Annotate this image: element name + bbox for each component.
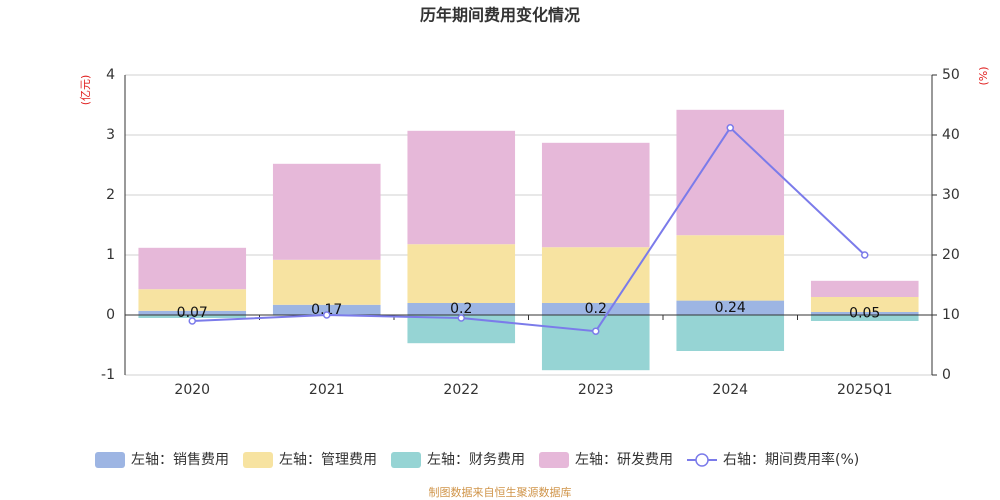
y-tick-label: 1 xyxy=(106,247,115,263)
y2-tick-label: 10 xyxy=(942,307,960,323)
bar xyxy=(272,259,381,305)
x-tick-label: 2022 xyxy=(443,382,479,398)
bar xyxy=(541,315,650,371)
source-note: 制图数据来自恒生聚源数据库 xyxy=(429,485,572,499)
bar xyxy=(810,312,919,315)
bar xyxy=(676,300,785,315)
bar xyxy=(272,304,381,315)
y-tick-label: 2 xyxy=(106,187,115,203)
bar xyxy=(676,235,785,301)
bar xyxy=(138,289,247,311)
legend-label: 左轴：销售费用 xyxy=(131,452,229,468)
y-tick-label: -1 xyxy=(101,367,115,383)
bar xyxy=(541,142,650,248)
x-tick-label: 2025Q1 xyxy=(837,382,893,398)
legend-swatch xyxy=(539,452,569,468)
line xyxy=(192,126,866,333)
y2-tick-label: 0 xyxy=(942,367,951,383)
data-label: 0.2 xyxy=(450,301,472,317)
bar xyxy=(138,310,247,315)
line-point xyxy=(457,314,465,322)
x-tick-label: 2021 xyxy=(309,382,345,398)
bar xyxy=(541,247,650,303)
data-label: 0.17 xyxy=(311,302,342,318)
legend-label: 左轴：财务费用 xyxy=(427,452,525,468)
legend-label: 右轴：期间费用率(%) xyxy=(723,451,859,468)
y-axis-label: (亿元) xyxy=(79,75,92,106)
data-label: 0.24 xyxy=(715,300,746,316)
y2-tick-label: 20 xyxy=(942,247,960,263)
data-label: 0.07 xyxy=(177,305,208,321)
x-tick-label: 2020 xyxy=(174,382,210,398)
x-tick-label: 2023 xyxy=(578,382,614,398)
line-point xyxy=(726,124,734,132)
y2-axis-label: (%) xyxy=(977,66,990,85)
bar xyxy=(810,280,919,297)
y2-tick-label: 50 xyxy=(942,67,960,83)
y2-tick-label: 40 xyxy=(942,127,960,143)
line-point xyxy=(323,311,331,319)
line-point xyxy=(861,251,869,259)
chart-title: 历年期间费用变化情况 xyxy=(420,6,580,25)
bar xyxy=(407,303,516,315)
legend-swatch xyxy=(695,453,709,467)
legend-label: 左轴：管理费用 xyxy=(279,452,377,468)
legend-swatch xyxy=(243,452,273,468)
legend-swatch xyxy=(95,452,125,468)
bar xyxy=(810,315,919,321)
bar xyxy=(138,315,247,318)
y2-tick-label: 30 xyxy=(942,187,960,203)
data-label: 0.2 xyxy=(585,301,607,317)
bar xyxy=(138,247,247,290)
bar xyxy=(810,297,919,312)
bar xyxy=(272,163,381,260)
x-tick-label: 2024 xyxy=(712,382,748,398)
legend-swatch xyxy=(391,452,421,468)
y-tick-label: 4 xyxy=(106,67,115,83)
bar xyxy=(407,130,516,245)
legend-label: 左轴：研发费用 xyxy=(575,452,673,468)
line-point xyxy=(188,317,196,325)
data-label: 0.05 xyxy=(849,306,880,322)
bar xyxy=(541,303,650,315)
y-tick-label: 0 xyxy=(106,307,115,323)
y-tick-label: 3 xyxy=(106,127,115,143)
bar xyxy=(676,315,785,351)
bar xyxy=(407,244,516,303)
line-point xyxy=(592,327,600,335)
